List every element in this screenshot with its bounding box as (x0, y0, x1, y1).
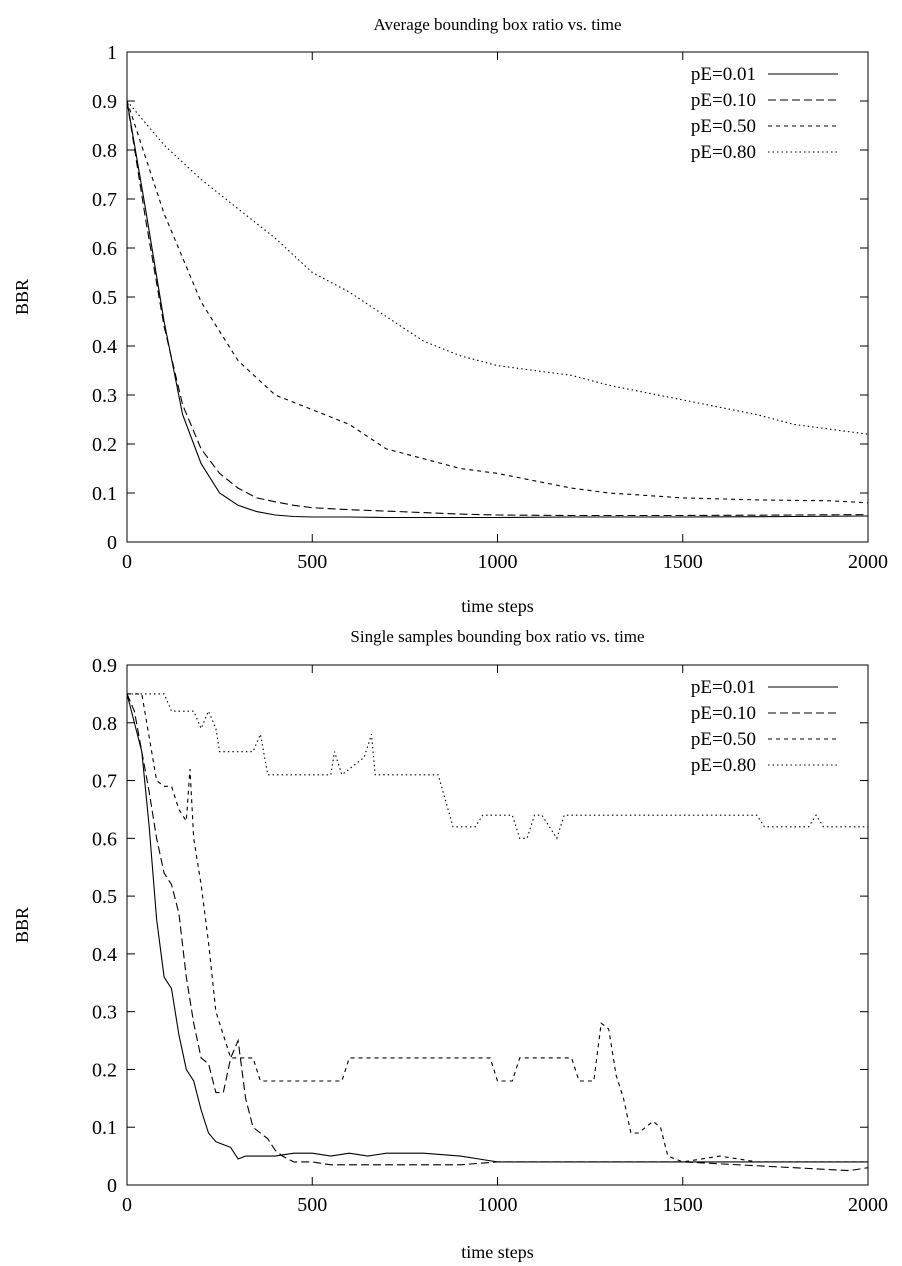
y-tick-label: 0.3 (92, 1002, 117, 1024)
y-tick-label: 0.9 (92, 91, 117, 113)
chart-title: Single samples bounding box ratio vs. ti… (350, 627, 644, 646)
x-tick-label: 1000 (478, 551, 518, 573)
legend-label: pE=0.80 (691, 755, 756, 776)
x-tick-label: 0 (122, 551, 132, 573)
series-line-3 (127, 693, 868, 840)
y-tick-label: 0.9 (92, 655, 117, 677)
series-line-2 (126, 100, 869, 504)
y-tick-label: 1 (107, 42, 117, 64)
x-tick-label: 1000 (478, 1194, 518, 1216)
y-tick-label: 0.2 (92, 434, 117, 456)
legend-label: pE=0.50 (691, 116, 756, 137)
x-tick-label: 2000 (848, 1194, 888, 1216)
y-tick-label: 0.7 (92, 189, 117, 211)
y-tick-label: 0.4 (92, 944, 117, 966)
x-tick-label: 500 (297, 1194, 327, 1216)
legend-label: pE=0.10 (691, 703, 756, 724)
series-line-0 (126, 100, 869, 519)
y-tick-label: 0.6 (92, 828, 117, 850)
x-tick-label: 1500 (663, 1194, 703, 1216)
chart-1: Single samples bounding box ratio vs. ti… (12, 627, 888, 1262)
y-tick-label: 0.4 (92, 336, 117, 358)
legend-label: pE=0.01 (691, 677, 756, 698)
y-tick-label: 0.8 (92, 140, 117, 162)
y-tick-label: 0.2 (92, 1059, 117, 1081)
x-tick-label: 500 (297, 551, 327, 573)
y-tick-label: 0 (107, 532, 117, 554)
x-tick-label: 1500 (663, 551, 703, 573)
legend-label: pE=0.01 (691, 64, 756, 85)
y-axis-label: BBR (12, 279, 32, 315)
legend-label: pE=0.10 (691, 90, 756, 111)
x-tick-label: 2000 (848, 551, 888, 573)
x-axis-label: time steps (461, 1242, 534, 1262)
y-tick-label: 0.7 (92, 771, 117, 793)
y-axis-label: BBR (12, 907, 32, 943)
series-line-2 (127, 693, 868, 1163)
y-tick-label: 0 (107, 1175, 117, 1197)
series-line-1 (126, 100, 869, 517)
x-axis-label: time steps (461, 596, 534, 616)
plot-frame (126, 51, 869, 543)
legend-label: pE=0.80 (691, 142, 756, 163)
y-tick-label: 0.1 (92, 483, 117, 505)
series-line-3 (126, 100, 869, 435)
legend-label: pE=0.50 (691, 729, 756, 750)
y-tick-label: 0.8 (92, 713, 117, 735)
plot-frame (126, 664, 869, 1186)
y-tick-label: 0.3 (92, 385, 117, 407)
chart-0: Average bounding box ratio vs. time 0 500 1… (12, 15, 888, 616)
series-line-0 (126, 693, 868, 1163)
x-tick-label: 0 (122, 1194, 132, 1216)
series-line-1 (126, 693, 869, 1172)
y-tick-label: 0.1 (92, 1117, 117, 1139)
y-tick-label: 0.6 (92, 238, 117, 260)
y-tick-label: 0.5 (92, 287, 117, 309)
chart-title: Average bounding box ratio vs. time (373, 15, 621, 34)
y-tick-label: 0.5 (92, 886, 117, 908)
